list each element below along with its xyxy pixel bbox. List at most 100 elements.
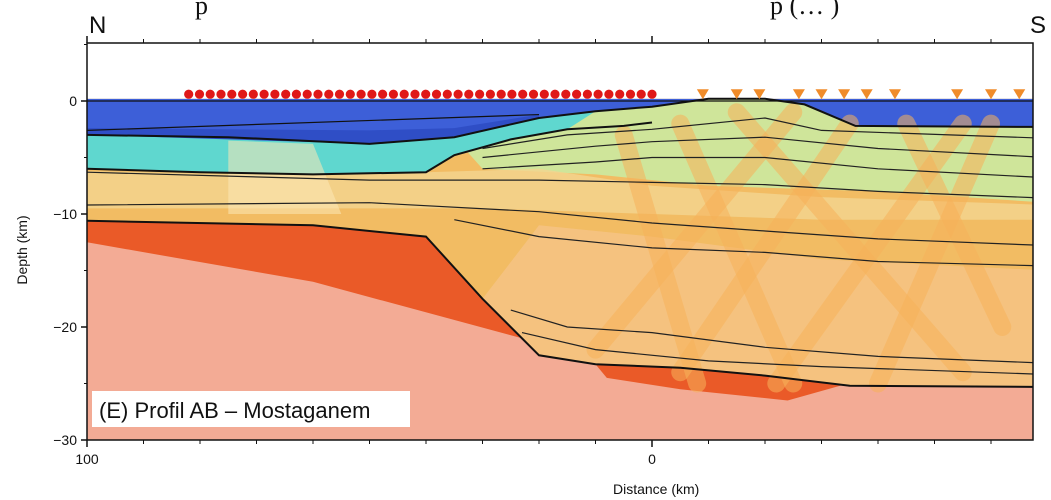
plot-frame: [86, 42, 1034, 441]
shot-point: [270, 89, 280, 99]
boundary-seafloor: [87, 97, 1033, 145]
shot-point: [281, 89, 291, 99]
shot-point: [453, 89, 463, 99]
compass-south: S: [1030, 12, 1046, 39]
shot-point: [518, 89, 528, 99]
y-axis-title: Depth (km): [14, 215, 30, 284]
layer-boundaries: [87, 97, 1033, 388]
plot-area: [87, 43, 1033, 440]
ray-band-3: [586, 103, 803, 359]
shot-point: [507, 89, 517, 99]
shot-point: [367, 89, 377, 99]
shot-point: [291, 89, 301, 99]
shot-point: [604, 89, 614, 99]
compass-north: N: [89, 12, 106, 39]
shot-point: [464, 89, 474, 99]
shot-point: [485, 89, 495, 99]
interface-line-3: [87, 171, 1033, 199]
title-box: [92, 391, 410, 427]
shot-point: [356, 89, 366, 99]
interface-line-7: [521, 332, 1033, 375]
water-interface-line: [87, 113, 540, 131]
station-marker: [838, 89, 851, 100]
shot-point: [647, 89, 657, 99]
layer-deep-body-north: [87, 220, 522, 339]
shot-point: [593, 89, 603, 99]
shot-point: [205, 89, 215, 99]
shot-point: [431, 89, 442, 99]
shot-point: [561, 89, 571, 99]
ray-band-6: [869, 114, 1000, 393]
shot-point: [313, 89, 323, 99]
ray-band-7: [897, 114, 1012, 336]
shot-point: [378, 89, 388, 99]
shot-point: [582, 89, 593, 99]
caption-fragment-right: p (… ): [770, 0, 839, 20]
station-marker: [951, 89, 964, 100]
station-marker: [1013, 89, 1026, 100]
shot-point: [302, 89, 312, 99]
shot-point: [334, 89, 345, 99]
ray-band-2: [727, 103, 972, 382]
layer-deep-body-south: [595, 364, 845, 401]
interface-line-6: [510, 309, 1033, 364]
shot-point: [625, 89, 636, 99]
interface-line-0: [482, 117, 1033, 150]
shot-point: [259, 89, 269, 99]
ocean-bottom-stations: [696, 89, 1026, 100]
x-tick-label: 0: [648, 451, 656, 467]
ray-band-1: [671, 114, 803, 393]
shot-point: [528, 89, 539, 99]
ray-band-4: [671, 114, 859, 382]
shot-point: [388, 89, 398, 99]
shot-point: [539, 89, 549, 99]
layer-fills: [87, 43, 1033, 440]
interface-line-1: [482, 136, 1033, 159]
station-marker: [696, 89, 709, 100]
shot-point: [636, 89, 646, 99]
station-marker: [730, 89, 743, 100]
axes: 0 −10 −20 −30 100 0: [53, 36, 992, 467]
shot-point: [572, 89, 582, 99]
layer-air: [87, 43, 1033, 99]
ray-coverage: [228, 103, 1012, 393]
y-tick-label: −10: [53, 206, 77, 222]
shot-point: [345, 89, 355, 99]
interface-line-5: [454, 219, 1033, 267]
shot-point: [238, 89, 248, 99]
interface-line-4: [87, 202, 1033, 246]
chart-title: (E) Profil AB – Mostaganem: [99, 398, 370, 423]
shot-point: [184, 89, 194, 99]
station-marker: [860, 89, 873, 100]
interface-line-2: [482, 156, 1033, 178]
caption-fragment-left: p: [195, 0, 208, 20]
station-marker: [985, 89, 997, 100]
y-tick-label: −30: [53, 432, 77, 448]
shot-point: [216, 89, 226, 99]
shot-point: [227, 89, 237, 99]
boundary-sediment-base: [87, 121, 653, 176]
shot-points: [184, 89, 657, 99]
shot-point: [399, 89, 409, 99]
shot-point: [194, 89, 205, 99]
station-marker: [753, 89, 766, 100]
y-tick-label: 0: [69, 93, 77, 109]
shot-point: [550, 89, 560, 99]
boundary-moho: [87, 219, 1033, 388]
shot-point: [496, 89, 506, 99]
shot-point: [442, 89, 452, 99]
shot-point: [475, 89, 485, 99]
station-marker: [792, 89, 805, 100]
station-marker: [888, 89, 901, 100]
shot-point: [248, 89, 258, 99]
shot-point: [421, 89, 431, 99]
shot-point: [324, 89, 334, 99]
shot-point: [615, 89, 625, 99]
shot-point: [410, 89, 420, 99]
x-tick-label: 100: [75, 451, 99, 467]
station-marker: [815, 89, 828, 100]
y-tick-label: −20: [53, 319, 77, 335]
x-axis-title: Distance (km): [613, 481, 699, 497]
layer-upper-crust: [454, 98, 1033, 202]
